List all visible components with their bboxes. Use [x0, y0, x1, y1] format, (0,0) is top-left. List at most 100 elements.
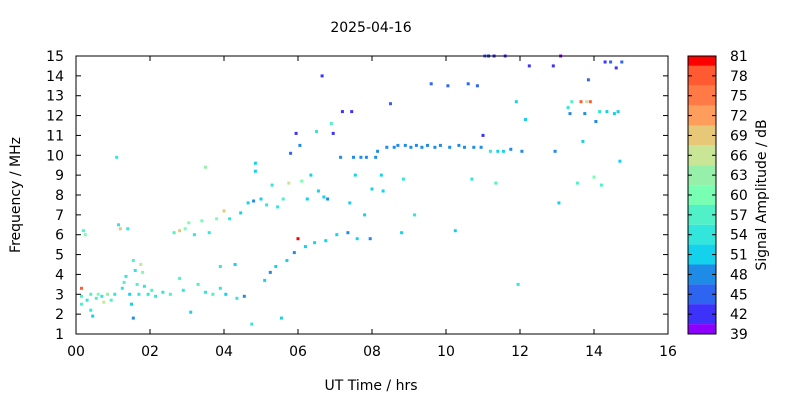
- data-point: [274, 265, 278, 268]
- colorbar-swatch: [688, 185, 716, 205]
- colorbar-swatch: [688, 324, 716, 334]
- data-point: [392, 145, 396, 149]
- data-point: [100, 294, 104, 298]
- data-point: [85, 298, 89, 302]
- data-point: [233, 263, 237, 266]
- data-point: [496, 149, 500, 153]
- data-point: [218, 265, 222, 268]
- data-point: [329, 122, 333, 125]
- data-point: [279, 316, 283, 320]
- x-axis-ticks: 00 02 04 06 08 10 12 14 16: [67, 56, 677, 360]
- data-point: [315, 130, 318, 133]
- chart-title: 2025-04-16: [330, 20, 411, 36]
- colorbar-swatch: [688, 304, 716, 325]
- data-point: [178, 276, 182, 280]
- data-point: [620, 60, 624, 64]
- colorbar-tick-label: 60: [730, 188, 748, 204]
- data-point: [161, 290, 165, 294]
- colorbar-tick-label: 57: [730, 208, 748, 224]
- data-point: [276, 205, 280, 209]
- data-point: [340, 110, 344, 114]
- data-point: [324, 239, 328, 243]
- data-point: [239, 211, 243, 215]
- data-point: [204, 165, 207, 169]
- x-tick-label: 04: [215, 344, 233, 360]
- data-point: [331, 131, 335, 135]
- data-point: [370, 187, 374, 191]
- data-point: [429, 82, 433, 86]
- data-point: [603, 60, 607, 64]
- data-point: [346, 231, 350, 235]
- data-point: [137, 292, 141, 296]
- y-tick-label: 13: [46, 89, 64, 105]
- x-tick-label: 12: [511, 344, 529, 360]
- data-point: [128, 292, 132, 296]
- data-point: [154, 294, 158, 298]
- colorbar-swatch: [688, 244, 716, 265]
- data-point: [83, 233, 87, 237]
- data-point: [527, 64, 531, 68]
- data-point: [453, 229, 457, 233]
- x-tick-label: 02: [141, 344, 159, 360]
- data-point: [80, 294, 83, 298]
- data-point: [568, 112, 572, 116]
- colorbar-swatch: [688, 145, 716, 166]
- data-point: [479, 145, 483, 149]
- data-point: [509, 147, 513, 151]
- colorbar-swatch: [688, 204, 716, 225]
- colorbar-swatch: [688, 56, 716, 66]
- colorbar-tick-label: 63: [730, 168, 748, 184]
- data-point: [446, 84, 450, 88]
- y-tick-label: 10: [46, 148, 64, 164]
- y-tick-label: 12: [46, 109, 64, 125]
- colorbar-tick-label: 48: [730, 267, 748, 283]
- data-point: [115, 155, 119, 159]
- data-point: [109, 298, 113, 302]
- data-point: [289, 151, 293, 155]
- colorbar-tick-label: 42: [730, 307, 748, 323]
- data-point: [122, 280, 126, 284]
- data-point: [438, 143, 442, 147]
- colorbar-swatch: [688, 284, 716, 305]
- data-point: [102, 300, 106, 304]
- data-point: [363, 213, 367, 217]
- x-tick-label: 06: [289, 344, 307, 360]
- data-point: [313, 241, 317, 245]
- data-point: [178, 229, 182, 233]
- data-point: [292, 251, 296, 255]
- data-point: [250, 322, 254, 326]
- x-tick-label: 16: [659, 344, 677, 360]
- colorbar-swatch: [688, 65, 716, 86]
- colorbar-tick-label: 39: [730, 327, 748, 343]
- data-point: [463, 145, 466, 149]
- data-point: [196, 282, 200, 286]
- data-point: [80, 286, 83, 290]
- data-point: [400, 231, 404, 235]
- data-points: [80, 54, 624, 326]
- x-tick-label: 08: [363, 344, 381, 360]
- data-point: [420, 145, 424, 149]
- data-point: [118, 227, 122, 231]
- data-point: [131, 259, 135, 262]
- data-point: [592, 175, 596, 179]
- data-point: [352, 155, 355, 159]
- data-point: [253, 169, 257, 173]
- data-point: [385, 145, 389, 149]
- data-point: [126, 227, 130, 231]
- data-point: [89, 308, 93, 312]
- data-point: [96, 292, 100, 296]
- data-point: [516, 282, 520, 286]
- y-tick-label: 2: [55, 307, 64, 323]
- data-point: [350, 110, 354, 114]
- data-point: [320, 74, 324, 78]
- data-point: [586, 78, 590, 82]
- data-point: [475, 84, 479, 88]
- y-tick-label: 5: [55, 248, 64, 264]
- x-tick-label: 10: [437, 344, 455, 360]
- data-point: [305, 197, 309, 201]
- colorbar-swatch: [688, 85, 716, 106]
- y-tick-label: 15: [46, 49, 64, 65]
- data-point: [285, 259, 289, 262]
- data-point: [605, 110, 609, 114]
- data-point: [448, 145, 452, 149]
